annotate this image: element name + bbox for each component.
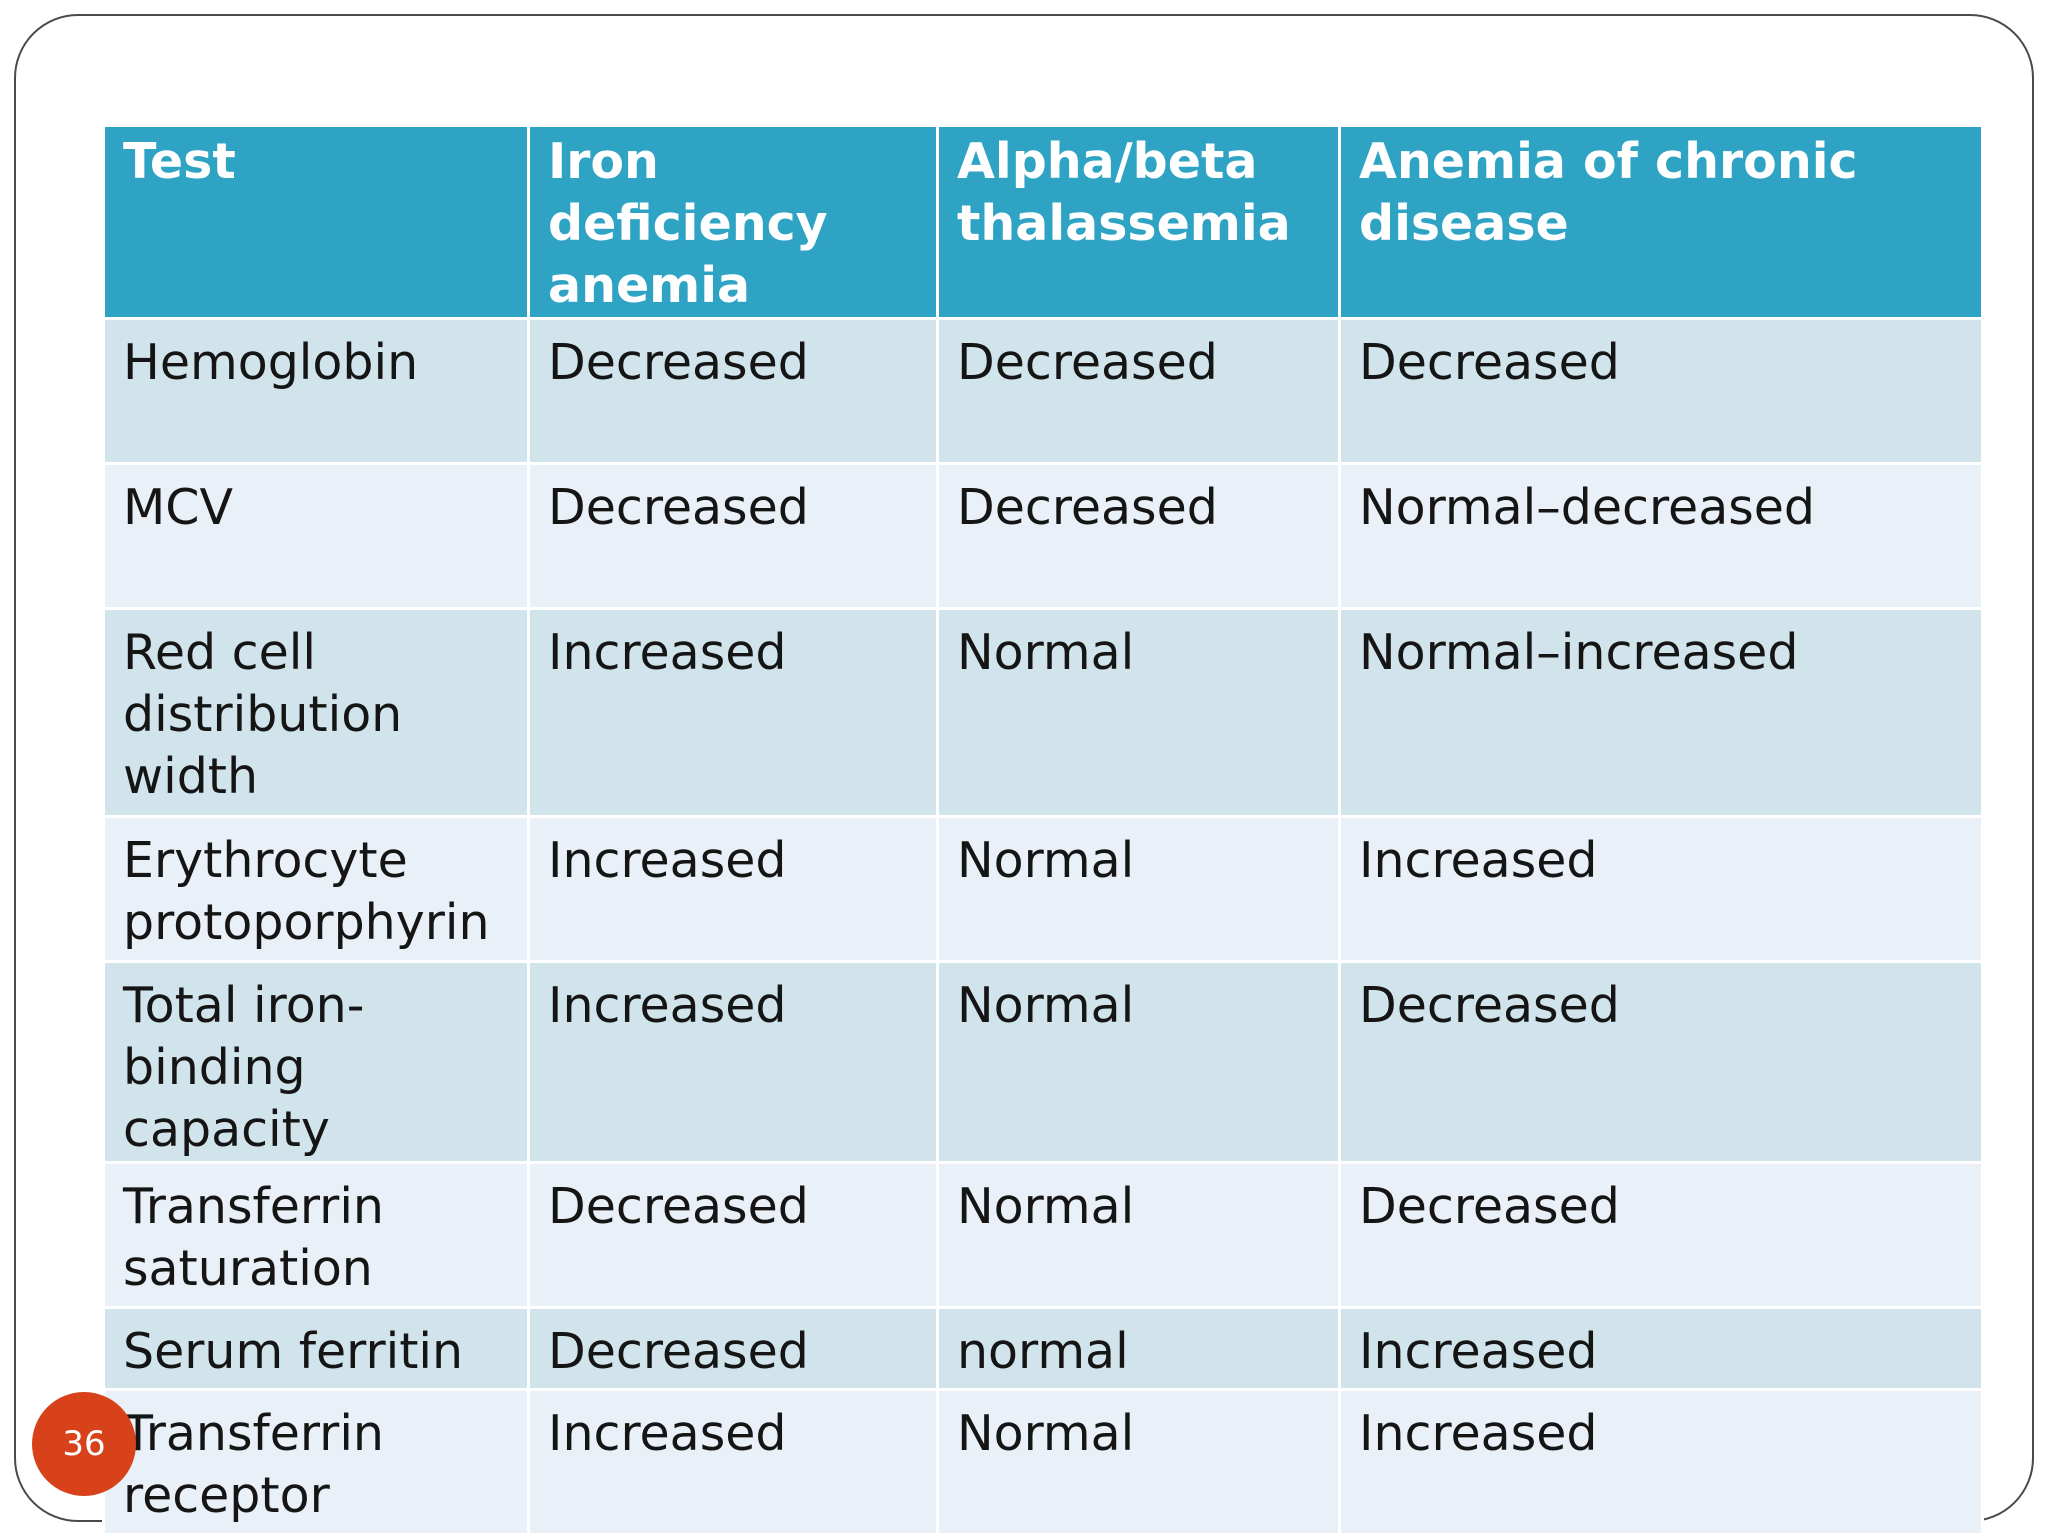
header-thalassemia: Alpha/beta thalassemia	[936, 124, 1341, 320]
cell-iron-deficiency: Increased	[527, 607, 939, 818]
table-row: Red cell distribution width Increased No…	[102, 607, 1984, 818]
row-test-name: MCV	[102, 462, 530, 610]
cell-thalassemia: normal	[936, 1306, 1341, 1391]
row-test-name: Hemoglobin	[102, 317, 530, 465]
cell-thalassemia: Normal	[936, 815, 1341, 963]
cell-iron-deficiency: Decreased	[527, 317, 939, 465]
cell-chronic-disease: Normal–decreased	[1338, 462, 1984, 610]
row-test-name: Serum ferritin	[102, 1306, 530, 1391]
cell-chronic-disease: Normal–increased	[1338, 607, 1984, 818]
cell-iron-deficiency: Decreased	[527, 1161, 939, 1309]
anemia-comparison-table: Test Iron deficiency anemia Alpha/beta t…	[102, 124, 1984, 1536]
cell-chronic-disease: Increased	[1338, 1388, 1984, 1536]
cell-iron-deficiency: Increased	[527, 960, 939, 1164]
cell-chronic-disease: Decreased	[1338, 960, 1984, 1164]
cell-thalassemia: Normal	[936, 960, 1341, 1164]
slide-frame: Test Iron deficiency anemia Alpha/beta t…	[14, 14, 2034, 1536]
page-number-badge: 36	[32, 1392, 136, 1496]
cell-thalassemia: Decreased	[936, 317, 1341, 465]
cell-iron-deficiency: Decreased	[527, 462, 939, 610]
cell-thalassemia: Normal	[936, 1388, 1341, 1536]
table-row: Total iron-binding capacity Increased No…	[102, 960, 1984, 1164]
cell-thalassemia: Normal	[936, 1161, 1341, 1309]
cell-iron-deficiency: Increased	[527, 815, 939, 963]
table-row: Serum ferritin Decreased normal Increase…	[102, 1306, 1984, 1391]
cell-iron-deficiency: Decreased	[527, 1306, 939, 1391]
cell-chronic-disease: Increased	[1338, 815, 1984, 963]
cell-thalassemia: Normal	[936, 607, 1341, 818]
header-anemia-chronic-disease: Anemia of chronic disease	[1338, 124, 1984, 320]
row-test-name: Erythrocyte protoporphyrin	[102, 815, 530, 963]
row-test-name: Transferrin saturation	[102, 1161, 530, 1309]
cell-iron-deficiency: Increased	[527, 1388, 939, 1536]
header-iron-deficiency-anemia: Iron deficiency anemia	[527, 124, 939, 320]
table-header-row: Test Iron deficiency anemia Alpha/beta t…	[102, 124, 1984, 320]
cell-chronic-disease: Decreased	[1338, 1161, 1984, 1309]
cell-thalassemia: Decreased	[936, 462, 1341, 610]
row-test-name: Total iron-binding capacity	[102, 960, 530, 1164]
row-test-name: Transferrin receptor	[102, 1388, 530, 1536]
table-row: Erythrocyte protoporphyrin Increased Nor…	[102, 815, 1984, 963]
table-row: Hemoglobin Decreased Decreased Decreased	[102, 317, 1984, 465]
cell-chronic-disease: Increased	[1338, 1306, 1984, 1391]
cell-chronic-disease: Decreased	[1338, 317, 1984, 465]
header-test: Test	[102, 124, 530, 320]
comparison-table-container: Test Iron deficiency anemia Alpha/beta t…	[102, 124, 1984, 1536]
table-row: Transferrin saturation Decreased Normal …	[102, 1161, 1984, 1309]
table-row: MCV Decreased Decreased Normal–decreased	[102, 462, 1984, 610]
row-test-name: Red cell distribution width	[102, 607, 530, 818]
table-row: Transferrin receptor Increased Normal In…	[102, 1388, 1984, 1536]
